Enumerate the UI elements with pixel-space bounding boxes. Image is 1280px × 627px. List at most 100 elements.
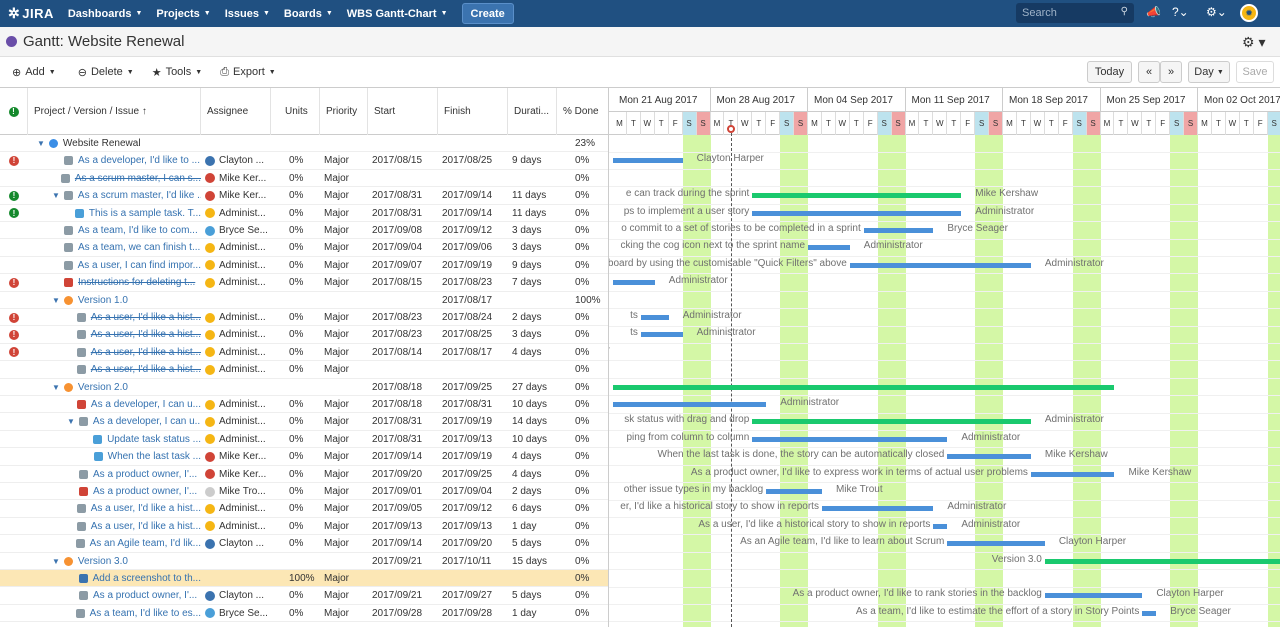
gantt-task-bar[interactable]	[613, 158, 683, 164]
table-row[interactable]: As a team, I'd like to es... Bryce Se... 0…	[0, 605, 608, 623]
nav-issues[interactable]: Issues ▼	[224, 7, 270, 20]
issue-summary[interactable]: As a user, I'd like a hist...	[90, 503, 201, 515]
issue-summary[interactable]: Add a screenshot to th...	[92, 573, 201, 584]
gantt-task-bar[interactable]	[1044, 593, 1143, 599]
issue-summary[interactable]: Version 2.0	[77, 381, 128, 393]
table-row[interactable]: ! Instructions for deleting t... Administ.…	[0, 274, 608, 292]
create-button[interactable]: Create	[461, 3, 514, 24]
table-row[interactable]: ▼ Website Renewal 23%	[0, 135, 608, 153]
next-button[interactable]: »	[1160, 61, 1182, 83]
table-row[interactable]: As a user, I'd like a hist... Administ...…	[0, 361, 608, 379]
gantt-summary-bar[interactable]	[613, 384, 1115, 390]
table-row[interactable]: ! As a user, I'd like a hist... Administ..…	[0, 326, 608, 344]
issue-summary[interactable]: Instructions for deleting t...	[78, 277, 196, 289]
gantt-task-bar[interactable]	[613, 280, 655, 286]
table-row[interactable]: As a product owner, I'... Mike Ker... 0% Ma…	[0, 466, 608, 483]
tools-button[interactable]: ★ Tools ▼	[151, 66, 203, 79]
column-header-assignee[interactable]: Assignee	[201, 88, 271, 135]
issue-summary[interactable]: As a scrum master, I'd like ...	[77, 190, 201, 202]
nav-projects[interactable]: Projects ▼	[156, 7, 211, 20]
table-row[interactable]: Add a screenshot to th... 100% Major 0%	[0, 570, 608, 588]
issue-summary[interactable]: As a product owner, I'...	[93, 468, 198, 480]
expand-toggle-icon[interactable]: ▼	[67, 417, 75, 427]
issue-summary[interactable]: As a product owner, I'...	[93, 590, 198, 602]
issue-summary[interactable]: As a user, I'd like a hist...	[90, 520, 201, 532]
gantt-summary-bar[interactable]	[1044, 558, 1280, 564]
delete-button[interactable]: ⊖ Delete ▼	[77, 66, 134, 79]
gantt-task-bar[interactable]	[821, 506, 934, 512]
table-row[interactable]: As a product owner, I'... Clayton ... 0% Ma…	[0, 587, 608, 605]
table-row[interactable]: ▼ Version 3.0 2017/09/21 2017/10/11 15 days 0…	[0, 553, 608, 570]
table-row[interactable]: ! ▼ As a scrum master, I'd like ... Mike Ke…	[0, 187, 608, 205]
issue-summary[interactable]: As a user, I'd like a hist...	[90, 329, 201, 341]
issue-summary[interactable]: This is a sample task. T...	[88, 207, 201, 219]
gear-icon[interactable]: ⚙⌄	[1206, 5, 1227, 19]
table-row[interactable]: When the last task ... Mike Ker... 0% Major…	[0, 448, 608, 466]
nav-wbs-gantt-chart[interactable]: WBS Gantt-Chart ▼	[346, 7, 448, 20]
gantt-task-bar[interactable]	[752, 436, 948, 442]
issue-summary[interactable]: As a user, I'd like a hist...	[90, 346, 201, 358]
gantt-task-bar[interactable]	[947, 541, 1045, 547]
table-row[interactable]: ! As a user, I'd like a hist... Administ..…	[0, 309, 608, 327]
issue-summary[interactable]: As a scrum master, I can s...	[74, 172, 201, 184]
table-row[interactable]: As a user, I'd like a hist... Administ...…	[0, 500, 608, 518]
issue-summary[interactable]: As a product owner, I'...	[93, 486, 198, 497]
gantt-task-bar[interactable]	[933, 523, 948, 529]
today-button[interactable]: Today	[1087, 61, 1132, 83]
gantt-task-bar[interactable]	[863, 228, 934, 233]
gantt-task-bar[interactable]	[1030, 471, 1115, 477]
table-row[interactable]: ▼ Version 1.0 2017/08/17 100%	[0, 292, 608, 309]
column-header-done[interactable]: % Done	[557, 88, 608, 135]
expand-toggle-icon[interactable]: ▼	[52, 191, 60, 201]
gantt-task-bar[interactable]	[640, 315, 669, 320]
issue-summary[interactable]: As a team, we can finish t...	[78, 242, 201, 254]
gantt-task-bar[interactable]	[1142, 610, 1157, 616]
table-row[interactable]: As a team, we can finish t... Administ...…	[0, 239, 608, 257]
table-row[interactable]: ! As a user, I'd like a hist... Administ..…	[0, 344, 608, 362]
column-header-start[interactable]: Start	[368, 88, 438, 135]
table-row[interactable]: ! This is a sample task. T... Administ... 0…	[0, 205, 608, 222]
expand-toggle-icon[interactable]: ▼	[52, 295, 60, 305]
megaphone-icon[interactable]: 📣	[1146, 5, 1161, 19]
table-row[interactable]: As a developer, I can u... Administ... 0% M…	[0, 396, 608, 414]
gantt-task-bar[interactable]	[613, 402, 767, 407]
expand-toggle-icon[interactable]: ▼	[52, 382, 60, 392]
expand-toggle-icon[interactable]: ▼	[37, 139, 45, 148]
add-button[interactable]: ⊕ Add ▼	[12, 66, 56, 79]
scale-select[interactable]: Day ▼	[1188, 61, 1230, 83]
table-row[interactable]: Update task status ... Administ... 0% Major…	[0, 431, 608, 449]
search-input[interactable]: Search ⚲	[1016, 3, 1134, 23]
gantt-task-bar[interactable]	[766, 489, 822, 494]
gantt-summary-bar[interactable]	[752, 419, 1031, 425]
column-header-units[interactable]: Units	[271, 88, 320, 135]
user-avatar[interactable]: ✹	[1240, 4, 1258, 22]
table-row[interactable]: ! As a developer, I'd like to ... Clayton …	[0, 152, 608, 170]
jira-logo[interactable]: ✲ JIRA	[8, 5, 54, 21]
gantt-task-bar[interactable]	[849, 262, 1031, 268]
issue-summary[interactable]: When the last task ...	[107, 451, 201, 463]
save-button[interactable]: Save	[1236, 61, 1274, 83]
column-header-priority[interactable]: Priority	[320, 88, 368, 135]
column-header-finish[interactable]: Finish	[438, 88, 508, 135]
nav-boards[interactable]: Boards ▼	[283, 7, 333, 20]
table-row[interactable]: ▼ As a developer, I can u... Administ... 0%…	[0, 413, 608, 431]
issue-summary[interactable]: As a user, I'd like a hist...	[90, 312, 201, 323]
table-row[interactable]: As a user, I can find impor... Administ..…	[0, 257, 608, 275]
issue-summary[interactable]: Version 1.0	[77, 294, 128, 306]
issue-summary[interactable]: As a user, I can find impor...	[77, 259, 201, 271]
issue-summary[interactable]: As an Agile team, I'd lik...	[89, 538, 201, 550]
gantt-task-bar[interactable]	[808, 245, 850, 251]
table-row[interactable]: As a product owner, I'... Mike Tro... 0% Ma…	[0, 483, 608, 501]
gantt-task-bar[interactable]	[640, 332, 683, 338]
previous-button[interactable]: «	[1138, 61, 1160, 83]
issue-summary[interactable]: As a developer, I can u...	[92, 416, 201, 428]
expand-toggle-icon[interactable]: ▼	[52, 556, 60, 566]
issue-summary[interactable]: As a team, I'd like to com...	[78, 225, 198, 236]
column-header-issue[interactable]: Project / Version / Issue ↑	[28, 88, 201, 135]
table-row[interactable]: As a scrum master, I can s... Mike Ker...…	[0, 170, 608, 188]
column-header-duration[interactable]: Durati...	[508, 88, 557, 135]
issue-summary[interactable]: As a user, I'd like a hist...	[90, 364, 201, 376]
gantt-summary-bar[interactable]	[752, 193, 962, 199]
export-button[interactable]: ⎙ Export ▼	[220, 65, 276, 79]
gantt-task-bar[interactable]	[947, 454, 1031, 460]
